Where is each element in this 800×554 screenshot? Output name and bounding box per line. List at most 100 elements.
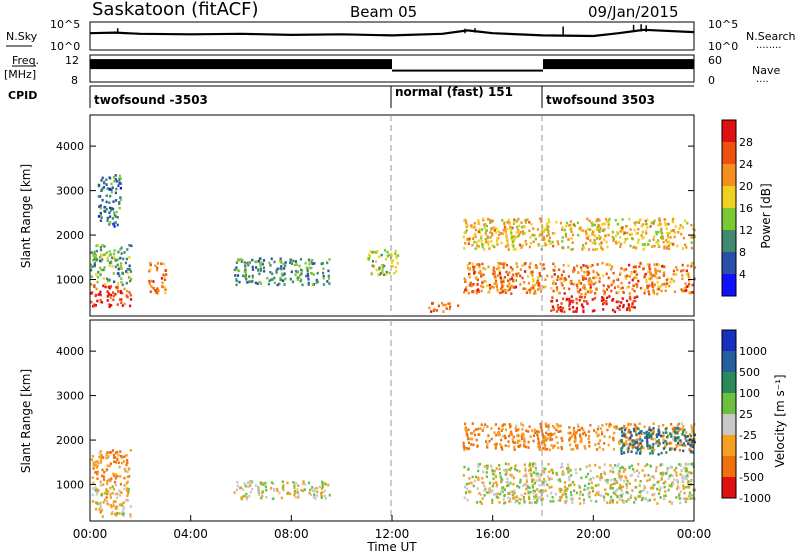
power-cell-154 bbox=[90, 251, 93, 254]
velocity-cell-246 bbox=[260, 496, 263, 500]
power-cell-1684 bbox=[611, 299, 614, 302]
velocity-cell-189 bbox=[105, 468, 109, 471]
power-cell-703 bbox=[475, 291, 478, 295]
velocity-cell-1251 bbox=[470, 443, 473, 446]
power-cell-466 bbox=[322, 283, 326, 286]
velocity-cell-256 bbox=[321, 491, 324, 494]
velocity-cell-80 bbox=[115, 512, 119, 515]
power-cell-708 bbox=[577, 281, 581, 285]
power-cell-486 bbox=[371, 264, 374, 268]
velocity-cell-3 bbox=[109, 486, 112, 490]
power-cell-795 bbox=[612, 279, 615, 283]
power-cell-828 bbox=[554, 282, 557, 285]
power-cell-1542 bbox=[495, 227, 498, 231]
velocity-cell-422 bbox=[676, 481, 679, 485]
power-cell-663 bbox=[564, 278, 568, 281]
velocity-cell-896 bbox=[628, 466, 631, 470]
power-cell-52 bbox=[107, 292, 110, 295]
velocity-cell-1096 bbox=[679, 427, 683, 431]
power-cell-922 bbox=[662, 271, 665, 275]
velocity-cell-197 bbox=[257, 485, 260, 489]
power-cell-1516 bbox=[646, 218, 649, 222]
velocity-cell-709 bbox=[616, 495, 619, 498]
velocity-cell-1403 bbox=[516, 434, 519, 437]
power-cell-1557 bbox=[635, 246, 638, 250]
velocity-cell-331 bbox=[579, 490, 582, 493]
velocity-cell-350 bbox=[559, 490, 562, 493]
power-cell-1614 bbox=[591, 309, 594, 313]
power-cell-105 bbox=[102, 253, 105, 257]
power-cell-679 bbox=[693, 266, 697, 269]
velocity-cell-352 bbox=[651, 484, 654, 487]
velocity-cell-499 bbox=[557, 499, 560, 502]
velocity-cell-1190 bbox=[615, 427, 618, 430]
power-cell-17 bbox=[116, 287, 119, 290]
cpid-segment-3: twofsound 3503 bbox=[546, 93, 655, 107]
velocity-cell-60 bbox=[116, 492, 119, 496]
power-cell-1053 bbox=[663, 265, 666, 269]
power-cell-360 bbox=[251, 274, 254, 278]
power-cell-282 bbox=[160, 262, 163, 265]
power-cell-67 bbox=[111, 256, 114, 260]
velocity-cell-288 bbox=[247, 485, 250, 488]
velocity-cell-895 bbox=[604, 488, 607, 491]
power-cell-1672 bbox=[555, 299, 558, 302]
velocity-cell-1222 bbox=[547, 425, 550, 429]
power-cell-1577 bbox=[607, 221, 610, 224]
power-cell-453 bbox=[284, 261, 287, 264]
power-cell-1598 bbox=[568, 297, 571, 301]
power-cell-468 bbox=[300, 272, 303, 276]
power-cell-783 bbox=[657, 263, 660, 267]
velocity-cell-700 bbox=[575, 471, 578, 475]
power-cell-735 bbox=[527, 281, 530, 285]
power-cell-1657 bbox=[568, 307, 571, 311]
power-cbar-tick-0: 4 bbox=[739, 268, 746, 281]
power-cell-1176 bbox=[626, 237, 629, 241]
power-cell-185 bbox=[108, 206, 112, 210]
power-cell-1100 bbox=[474, 235, 477, 239]
velocity-cell-1038 bbox=[582, 428, 585, 432]
velocity-cell-424 bbox=[691, 462, 694, 465]
velocity-cell-1146 bbox=[642, 446, 645, 450]
power-cell-726 bbox=[684, 282, 687, 285]
velocity-cell-334 bbox=[670, 484, 673, 488]
power-cell-242 bbox=[114, 199, 118, 202]
velocity-cell-1456 bbox=[679, 439, 682, 442]
power-cell-79 bbox=[99, 259, 102, 263]
power-cell-841 bbox=[523, 262, 526, 266]
power-cell-697 bbox=[675, 266, 678, 269]
velocity-cell-844 bbox=[655, 467, 658, 471]
velocity-cell-914 bbox=[513, 489, 516, 493]
velocity-cell-931 bbox=[566, 487, 569, 490]
power-cell-449 bbox=[299, 279, 302, 283]
power-cell-496 bbox=[369, 250, 372, 253]
power-cell-494 bbox=[390, 261, 393, 264]
velocity-cell-500 bbox=[678, 494, 681, 497]
velocity-cell-583 bbox=[546, 483, 549, 487]
power-cell-1378 bbox=[569, 228, 572, 231]
power-cell-534 bbox=[378, 266, 381, 270]
power-cell-1308 bbox=[616, 231, 619, 234]
velocity-cell-565 bbox=[536, 499, 539, 502]
power-cell-508 bbox=[378, 268, 381, 271]
noise-left-tick-top: 10^5 bbox=[50, 18, 80, 31]
power-cell-1570 bbox=[676, 244, 679, 248]
velocity-cell-724 bbox=[588, 464, 591, 467]
power-cell-1436 bbox=[481, 245, 484, 249]
power-cell-1177 bbox=[633, 221, 636, 225]
velocity-cell-757 bbox=[565, 467, 569, 470]
power-cell-1055 bbox=[654, 271, 657, 275]
power-cell-813 bbox=[632, 284, 635, 288]
power-y-tick-label-0: 1000 bbox=[56, 274, 84, 287]
power-cell-1420 bbox=[515, 231, 518, 234]
velocity-cell-1296 bbox=[671, 447, 674, 451]
power-cell-1626 bbox=[612, 308, 615, 312]
power-cell-211 bbox=[117, 184, 120, 187]
power-cell-1051 bbox=[592, 276, 595, 280]
power-cell-1354 bbox=[671, 218, 674, 221]
velocity-cell-155 bbox=[121, 455, 124, 459]
velocity-cell-20 bbox=[112, 502, 115, 505]
power-cell-671 bbox=[646, 286, 649, 290]
power-cell-661 bbox=[539, 274, 542, 278]
velocity-cell-702 bbox=[600, 476, 604, 479]
